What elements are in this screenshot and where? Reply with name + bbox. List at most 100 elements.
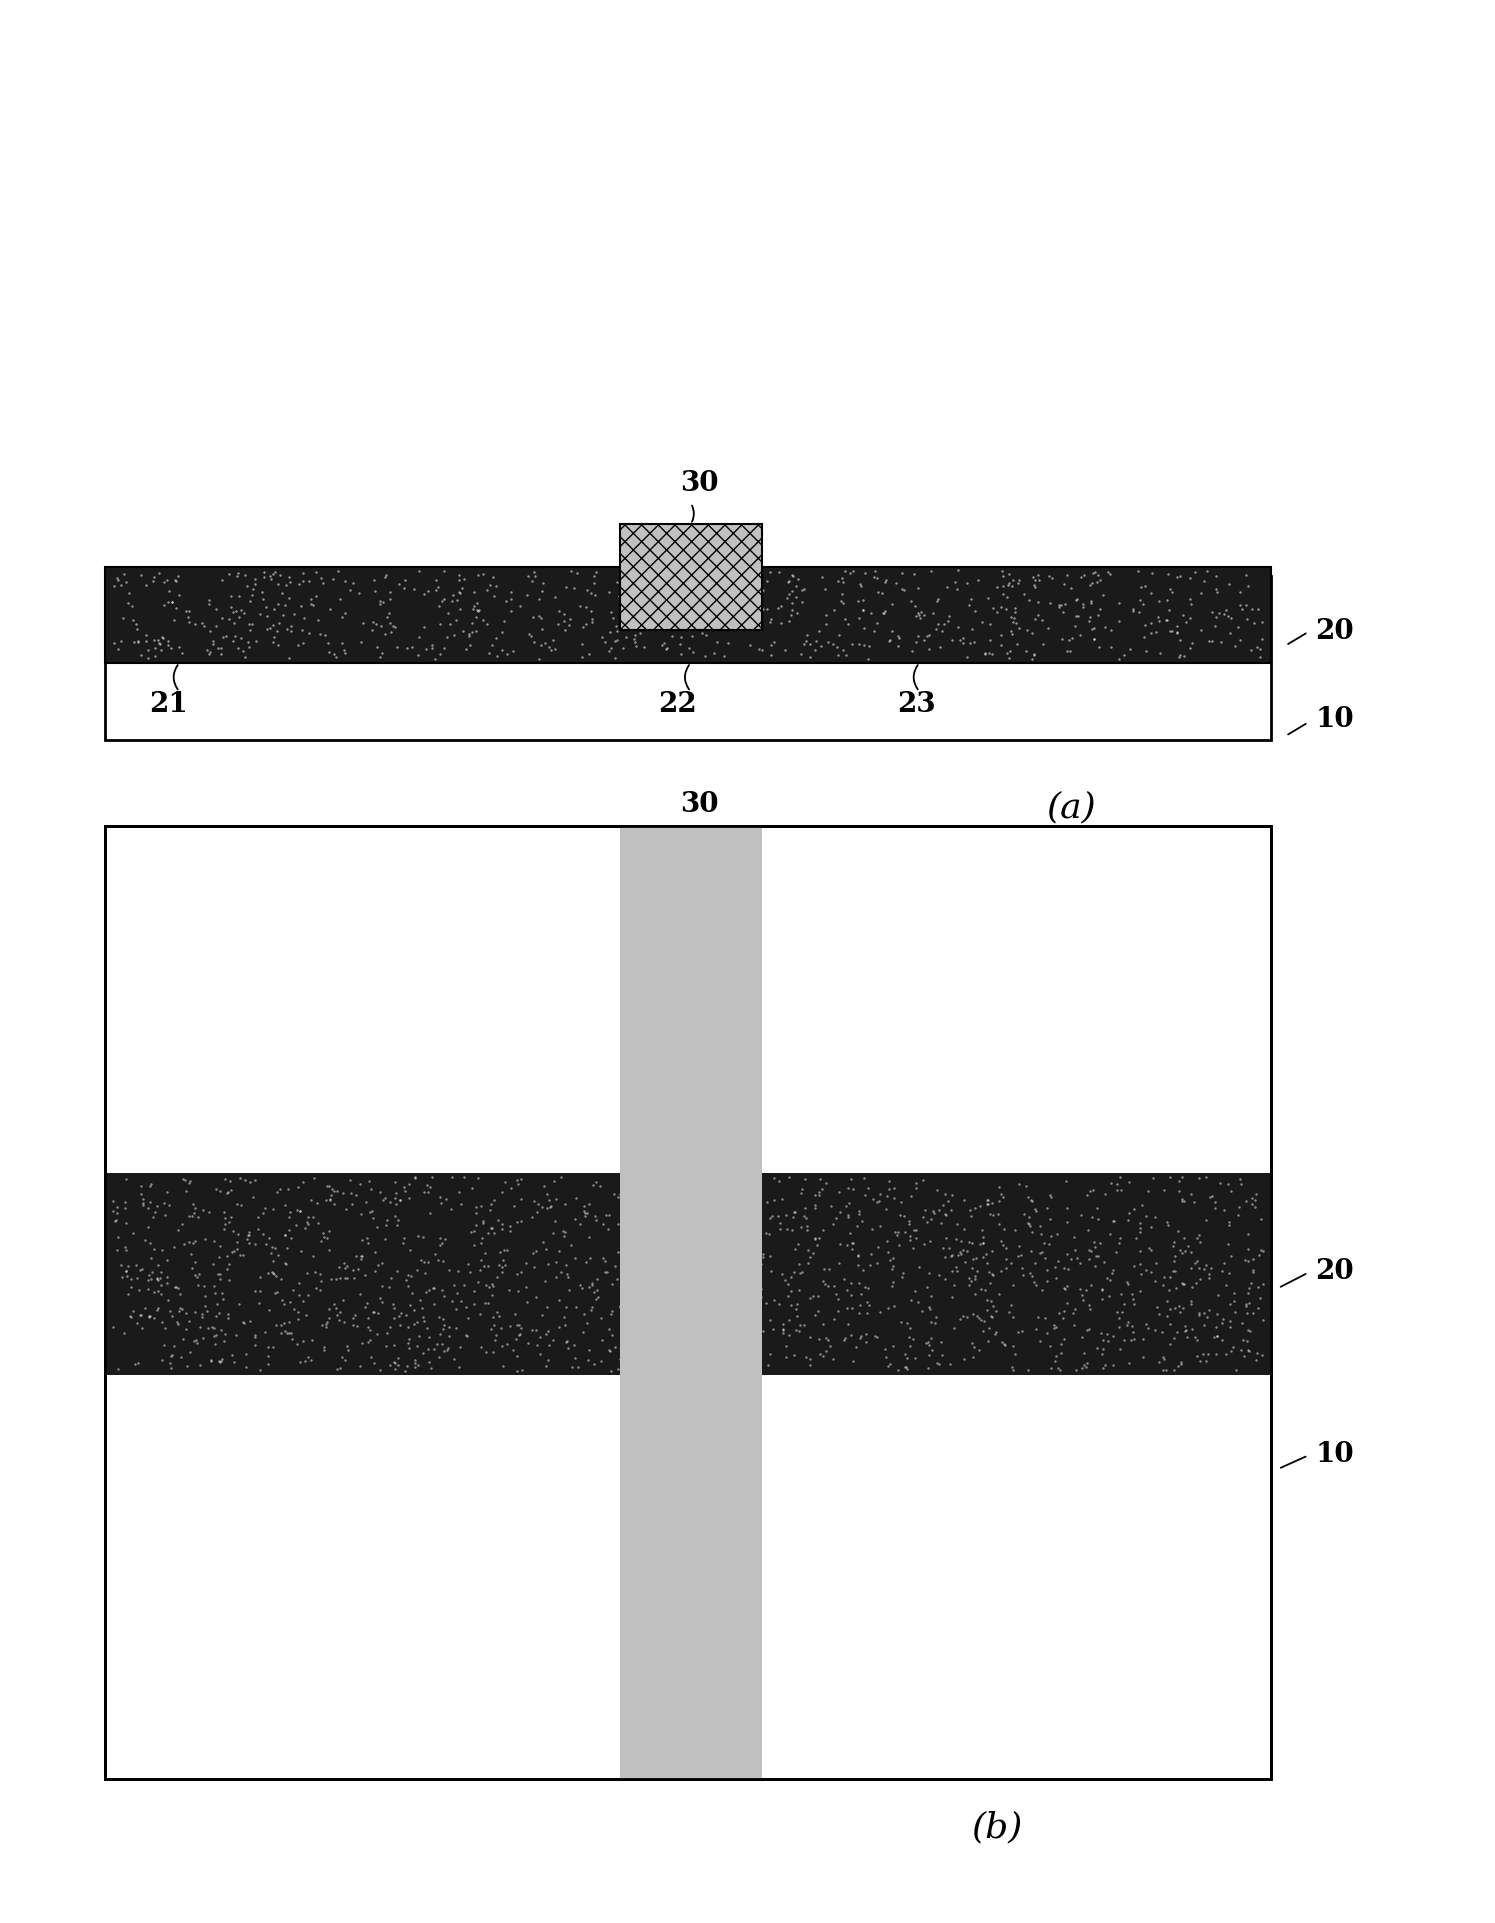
Point (1166, 1350, 1190, 1381)
Point (988, 631, 1012, 662)
Point (460, 617, 484, 648)
Point (150, 1269, 173, 1300)
Point (588, 1171, 611, 1202)
Point (1015, 1208, 1039, 1238)
Point (890, 1308, 913, 1338)
Point (927, 1260, 951, 1290)
Point (381, 612, 405, 642)
Point (768, 608, 792, 638)
Point (462, 594, 486, 625)
Point (1168, 1175, 1192, 1206)
Point (846, 1196, 870, 1227)
Point (952, 1344, 976, 1375)
Point (792, 629, 816, 660)
Point (214, 621, 238, 652)
Point (812, 1215, 836, 1246)
Point (912, 1229, 936, 1260)
Point (317, 637, 341, 667)
Point (831, 588, 855, 619)
Point (1203, 562, 1227, 592)
Point (543, 1206, 567, 1236)
Point (976, 1313, 1000, 1344)
Point (679, 1271, 703, 1302)
Point (825, 633, 849, 663)
Point (154, 1267, 178, 1298)
Point (309, 563, 333, 594)
Point (957, 1263, 981, 1294)
Point (443, 621, 466, 652)
Point (299, 1346, 323, 1377)
Point (181, 1227, 205, 1258)
Point (1229, 1169, 1253, 1200)
Point (988, 1225, 1012, 1256)
Point (656, 1350, 680, 1381)
Point (478, 1213, 502, 1244)
Point (927, 610, 951, 640)
Point (731, 1161, 755, 1192)
Point (839, 1281, 863, 1311)
Point (904, 1215, 928, 1246)
Point (1052, 588, 1076, 619)
Point (114, 1256, 138, 1286)
Point (882, 1183, 906, 1213)
Point (629, 1338, 653, 1369)
Point (881, 1250, 904, 1281)
Point (341, 1302, 365, 1333)
Point (555, 1327, 579, 1358)
Point (1102, 1206, 1126, 1236)
Point (356, 1288, 380, 1319)
Point (682, 1211, 706, 1242)
Point (269, 560, 293, 590)
Point (383, 1167, 407, 1198)
Point (522, 627, 546, 658)
Point (577, 638, 601, 669)
Point (1082, 625, 1106, 656)
Point (263, 1233, 287, 1263)
Point (991, 1229, 1015, 1260)
Point (450, 1188, 474, 1219)
Point (269, 1263, 293, 1294)
Point (535, 1292, 559, 1323)
Point (1165, 619, 1189, 650)
Point (326, 556, 350, 587)
Point (1174, 1317, 1197, 1348)
Point (887, 1217, 910, 1248)
Point (585, 558, 608, 588)
Point (233, 1338, 257, 1369)
Point (759, 640, 783, 671)
Point (994, 1244, 1018, 1275)
Point (562, 1331, 586, 1361)
Point (520, 1238, 544, 1269)
Point (1180, 1288, 1203, 1319)
Point (386, 1350, 410, 1381)
Point (193, 1281, 217, 1311)
Point (767, 1165, 791, 1196)
Point (927, 1350, 951, 1381)
Point (1079, 1236, 1103, 1267)
Point (284, 1210, 308, 1240)
Point (289, 592, 312, 623)
Point (1061, 1298, 1085, 1329)
Point (275, 1317, 299, 1348)
Point (489, 1331, 513, 1361)
Point (782, 1340, 806, 1371)
Point (266, 631, 290, 662)
Point (417, 1346, 441, 1377)
Point (151, 567, 175, 598)
Point (271, 577, 295, 608)
Point (571, 613, 595, 644)
Point (525, 1283, 549, 1313)
Point (1117, 1206, 1141, 1236)
Point (961, 627, 985, 658)
Point (224, 1227, 248, 1258)
Point (1187, 1163, 1211, 1194)
Point (229, 596, 253, 627)
Point (890, 1261, 913, 1292)
Point (408, 623, 432, 654)
Point (463, 615, 487, 646)
Point (508, 1313, 532, 1344)
Point (646, 604, 670, 635)
Point (939, 1196, 963, 1227)
Point (1221, 1279, 1245, 1310)
Point (1003, 1338, 1027, 1369)
